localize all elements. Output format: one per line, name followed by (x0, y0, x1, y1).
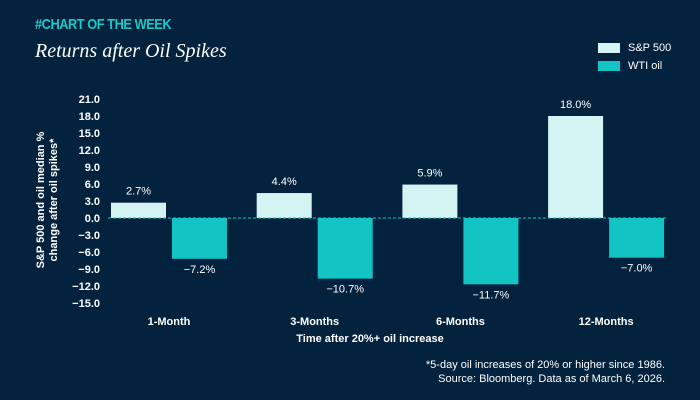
chart-title: Returns after Oil Spikes (35, 40, 227, 62)
x-tick-label: 3-Months (290, 316, 339, 328)
chart-kicker: #CHART OF THE WEEK (35, 16, 172, 33)
y-tick-label: −9.0 (78, 264, 100, 276)
y-tick-label: 6.0 (85, 179, 100, 191)
y-tick-label: 3.0 (85, 196, 100, 208)
y-tick-label: −3.0 (78, 230, 100, 242)
legend-swatch-sp500 (598, 43, 620, 53)
footnote-line1: *5-day oil increases of 20% or higher si… (425, 359, 665, 371)
bar-sp500 (548, 116, 604, 218)
legend-item-oil: WTI oil (598, 60, 671, 72)
legend-swatch-oil (598, 61, 620, 71)
legend-item-sp500: S&P 500 (598, 42, 671, 54)
y-tick-label: −12.0 (72, 281, 100, 293)
data-label: 4.4% (272, 176, 297, 188)
legend-label-oil: WTI oil (628, 60, 663, 72)
y-tick-label: −15.0 (72, 298, 100, 310)
data-label: −11.7% (472, 289, 509, 301)
y-tick-label: 9.0 (85, 162, 100, 174)
y-tick-label: 15.0 (79, 128, 100, 140)
bar-sp500 (256, 193, 312, 218)
y-tick-label: 21.0 (79, 94, 100, 106)
footnote: *5-day oil increases of 20% or higher si… (426, 358, 665, 386)
bar-sp500 (111, 202, 166, 218)
footnote-source: Source: Bloomberg. Data as of March 6, 2… (438, 373, 665, 385)
y-tick-label: −6.0 (78, 247, 100, 259)
data-label: 18.0% (560, 99, 591, 111)
data-label: 5.9% (417, 168, 442, 180)
data-label: 2.7% (126, 186, 151, 198)
legend-label-sp500: S&P 500 (628, 42, 672, 54)
data-label: −7.2% (184, 264, 216, 276)
data-label: −10.7% (326, 284, 364, 296)
legend: S&P 500 WTI oil (598, 42, 671, 78)
x-tick-label: 12-Months (579, 316, 634, 328)
x-axis-label: Time after 20%+ oil increase (296, 333, 444, 345)
y-tick-label: 18.0 (79, 111, 100, 123)
data-label: −7.0% (621, 263, 653, 275)
y-tick-label: 12.0 (79, 145, 100, 157)
x-tick-label: 1-Month (148, 316, 191, 328)
bar-oil (317, 218, 373, 279)
bar-sp500 (402, 184, 458, 218)
x-tick-label: 6-Months (436, 316, 485, 328)
bar-oil (609, 218, 665, 258)
y-tick-label: 0.0 (85, 213, 100, 225)
bar-oil (463, 218, 519, 285)
bar-oil (172, 218, 227, 259)
